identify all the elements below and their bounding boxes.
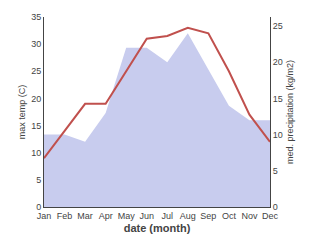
svg-text:Mar: Mar [77, 211, 93, 221]
svg-text:5: 5 [36, 175, 41, 185]
svg-text:5: 5 [273, 166, 278, 176]
svg-text:Sep: Sep [200, 211, 216, 221]
svg-text:10: 10 [273, 130, 283, 140]
svg-text:15: 15 [273, 94, 283, 104]
svg-text:25: 25 [31, 66, 41, 76]
svg-text:Nov: Nov [241, 211, 258, 221]
svg-text:Oct: Oct [222, 211, 237, 221]
svg-text:max temp (C): max temp (C) [17, 85, 27, 140]
svg-text:date (month): date (month) [124, 222, 191, 234]
svg-text:Aug: Aug [180, 211, 196, 221]
svg-text:20: 20 [273, 57, 283, 67]
svg-text:May: May [118, 211, 136, 221]
svg-text:20: 20 [31, 94, 41, 104]
svg-text:Feb: Feb [57, 211, 73, 221]
svg-text:Jul: Jul [162, 211, 174, 221]
svg-text:Apr: Apr [99, 211, 113, 221]
svg-text:0: 0 [273, 202, 278, 212]
svg-text:Dec: Dec [262, 211, 279, 221]
svg-text:0: 0 [36, 202, 41, 212]
svg-text:med. precipitation (kg/m2): med. precipitation (kg/m2) [285, 60, 295, 164]
svg-text:35: 35 [31, 12, 41, 22]
svg-text:15: 15 [31, 121, 41, 131]
svg-text:Jun: Jun [139, 211, 154, 221]
svg-text:30: 30 [31, 39, 41, 49]
svg-text:25: 25 [273, 21, 283, 31]
svg-text:Jan: Jan [37, 211, 52, 221]
svg-text:10: 10 [31, 148, 41, 158]
